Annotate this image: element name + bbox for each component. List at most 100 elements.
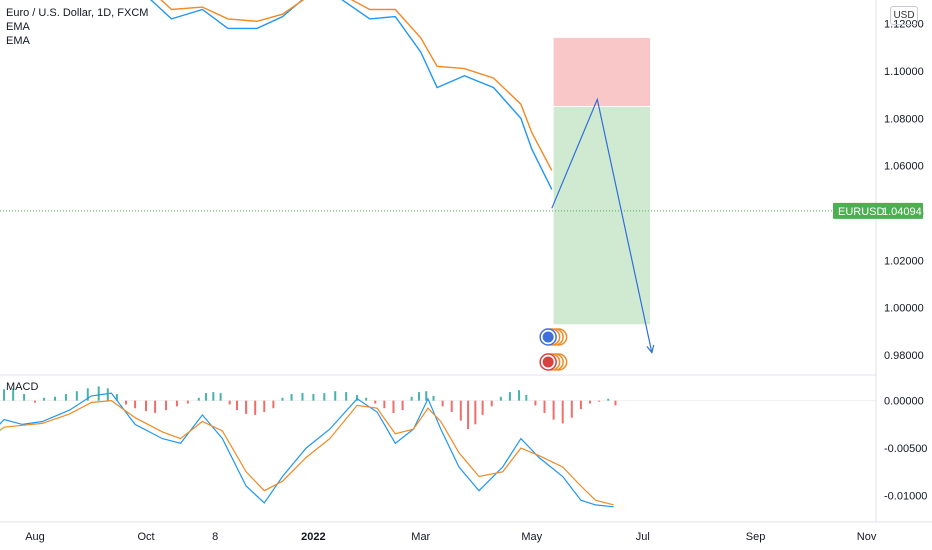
macd-histogram-bar xyxy=(561,400,564,424)
event-flag xyxy=(542,356,554,368)
macd-histogram-bar xyxy=(43,397,46,401)
macd-histogram-bar xyxy=(570,400,573,418)
macd-histogram-bar xyxy=(508,392,511,401)
macd-histogram-bar xyxy=(589,400,591,404)
macd-histogram-bar xyxy=(345,392,348,401)
time-tick-label: 8 xyxy=(212,531,218,543)
macd-histogram-bar xyxy=(410,396,413,401)
macd-histogram-bar xyxy=(145,400,147,412)
take-profit-zone xyxy=(553,106,651,325)
macd-histogram-bar xyxy=(219,393,222,401)
ema-line-1 xyxy=(150,0,553,190)
macd-tick-label: -0.00500 xyxy=(884,443,927,455)
time-tick-label: Sep xyxy=(746,531,766,543)
price-badge-symbol: EURUSD xyxy=(838,206,885,218)
macd-histogram-bar xyxy=(290,394,293,401)
macd-label: MACD xyxy=(6,381,39,393)
macd-histogram-bar xyxy=(432,395,435,401)
macd-histogram-bar xyxy=(165,400,168,411)
macd-histogram-bar xyxy=(154,400,157,413)
time-tick-label: Mar xyxy=(411,531,430,543)
macd-histogram-bar xyxy=(552,400,555,420)
macd-histogram-bar xyxy=(374,400,377,404)
macd-histogram-bar xyxy=(534,400,537,406)
price-tick-label: 1.10000 xyxy=(884,66,924,78)
macd-histogram-bar xyxy=(425,391,428,401)
macd-histogram-bar xyxy=(254,400,257,415)
macd-histogram-bar xyxy=(301,393,304,401)
ema-indicator-label-2[interactable]: EMA xyxy=(6,35,30,47)
signal-line xyxy=(0,399,614,506)
macd-histogram-bar xyxy=(401,400,404,411)
price-panel xyxy=(0,0,876,371)
time-tick-label: Nov xyxy=(857,531,877,543)
macd-histogram-bar xyxy=(115,394,118,401)
macd-histogram-bar xyxy=(490,400,493,407)
macd-histogram-bar xyxy=(134,400,137,409)
macd-tick-label: 0.00000 xyxy=(884,396,924,408)
macd-histogram-bar xyxy=(474,400,477,425)
macd-histogram-bar xyxy=(197,397,200,401)
macd-histogram-bar xyxy=(481,400,484,415)
macd-histogram-bar xyxy=(212,392,215,401)
macd-histogram-bar xyxy=(235,400,238,411)
macd-histogram-bar xyxy=(459,400,462,421)
macd-histogram-bar xyxy=(323,393,326,401)
ema-line-2 xyxy=(160,0,553,171)
macd-histogram-bar xyxy=(312,394,315,401)
stop-loss-zone xyxy=(553,37,651,107)
us-event-icon xyxy=(539,353,568,371)
time-tick-label: Jul xyxy=(636,531,650,543)
macd-histogram-bar xyxy=(450,400,453,413)
macd-histogram-bar xyxy=(263,400,266,413)
price-tick-label: 1.06000 xyxy=(884,161,924,173)
price-tick-label: 0.98000 xyxy=(884,350,924,362)
projection-path xyxy=(551,97,653,353)
price-tick-label: 1.00000 xyxy=(884,303,924,315)
macd-histogram-bar xyxy=(525,394,528,401)
current-price-badge xyxy=(833,202,923,219)
macd-histogram-bar xyxy=(598,400,601,402)
macd-histogram-bar xyxy=(334,391,337,401)
macd-histogram-bar xyxy=(499,396,502,401)
macd-histogram-bar xyxy=(518,390,521,401)
macd-histogram-bar xyxy=(86,388,89,401)
macd-histogram-bar xyxy=(392,400,395,413)
macd-histogram-bar xyxy=(12,388,15,401)
macd-histogram-bar xyxy=(356,394,359,401)
macd-histogram-bar xyxy=(124,400,127,405)
macd-histogram-bar xyxy=(614,400,617,406)
time-tick-label: May xyxy=(521,531,542,543)
eu-event-icon xyxy=(539,328,568,346)
macd-histogram-bar xyxy=(106,388,109,401)
time-tick-label: 2022 xyxy=(301,531,325,543)
price-badge-value: 1.04094 xyxy=(882,206,922,218)
macd-histogram-bar xyxy=(3,389,6,401)
macd-histogram-bar xyxy=(607,398,610,401)
macd-histogram-bar xyxy=(54,396,57,401)
event-flag xyxy=(542,331,554,343)
macd-histogram-bar xyxy=(272,400,275,409)
macd-tick-label: -0.01000 xyxy=(884,490,927,502)
symbol-title: Euro / U.S. Dollar, 1D, FXCM xyxy=(6,7,149,19)
time-tick-label: Aug xyxy=(25,531,45,543)
currency-button[interactable]: USD xyxy=(890,6,918,25)
macd-histogram-bar xyxy=(34,400,36,403)
macd-histogram-bar xyxy=(281,397,284,401)
projection-arrowhead xyxy=(646,344,655,355)
macd-histogram-bar xyxy=(467,400,470,430)
macd-histogram-bar xyxy=(186,400,189,404)
macd-histogram-bar xyxy=(579,400,582,410)
macd-panel xyxy=(0,386,876,508)
macd-histogram-bar xyxy=(365,397,368,401)
macd-histogram-bar xyxy=(97,386,100,401)
ema-indicator-label-1[interactable]: EMA xyxy=(6,21,30,33)
macd-histogram-bar xyxy=(23,394,26,401)
macd-histogram-bar xyxy=(383,400,386,409)
macd-histogram-bar xyxy=(228,400,231,405)
chart-legend: Euro / U.S. Dollar, 1D, FXCM EMA EMA xyxy=(6,6,148,48)
macd-histogram-bar xyxy=(205,393,208,401)
macd-histogram-bar xyxy=(175,400,178,407)
